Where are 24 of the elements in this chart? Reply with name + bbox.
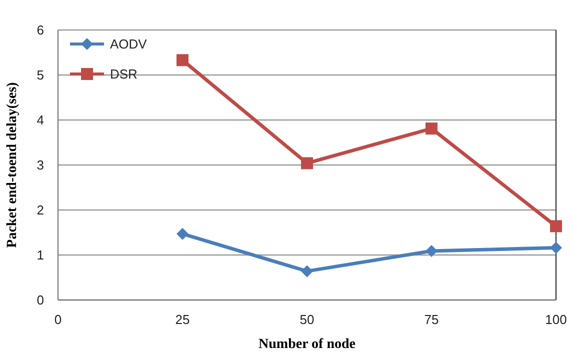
y-tick-label: 2	[36, 202, 44, 218]
point	[550, 242, 562, 254]
point	[426, 244, 438, 257]
y-tick-label: 6	[36, 22, 44, 38]
point	[301, 157, 313, 170]
legend-label: DSR	[110, 66, 138, 82]
y-axis-title: Packet end-toend delay(ses)	[5, 82, 20, 248]
point	[301, 265, 313, 278]
point	[176, 228, 188, 240]
y-tick-label: 5	[36, 68, 44, 83]
y-tick-label: 3	[36, 158, 44, 173]
point	[426, 122, 438, 135]
y-tick-label: 0	[36, 292, 44, 308]
x-tick-label: 75	[424, 312, 439, 327]
point	[176, 54, 188, 66]
x-tick-label: 25	[175, 312, 190, 327]
y-tick-label: 4	[36, 112, 44, 128]
x-tick-label: 100	[545, 312, 567, 327]
x-tick-label: 0	[54, 312, 62, 327]
x-axis-title: Number of node	[258, 337, 356, 352]
x-tick-label: 50	[300, 312, 314, 327]
legend-label: AODV	[110, 36, 148, 52]
y-tick-label: 1	[36, 248, 44, 263]
point	[550, 220, 562, 232]
